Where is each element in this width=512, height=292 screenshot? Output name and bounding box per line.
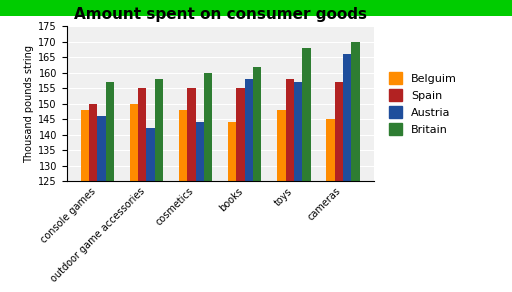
Bar [228, 122, 237, 292]
Bar [237, 88, 245, 292]
Bar [89, 104, 97, 292]
Bar [245, 79, 253, 292]
Bar [187, 88, 196, 292]
Bar [335, 82, 343, 292]
Bar [97, 116, 105, 292]
Bar [80, 110, 89, 292]
Bar [130, 104, 138, 292]
Bar [155, 79, 163, 292]
Bar [277, 110, 286, 292]
Bar [196, 122, 204, 292]
Legend: Belguim, Spain, Austria, Britain: Belguim, Spain, Austria, Britain [386, 69, 460, 138]
Bar [179, 110, 187, 292]
Bar [302, 48, 311, 292]
Bar [105, 82, 114, 292]
Bar [294, 82, 302, 292]
Title: Amount spent on consumer goods: Amount spent on consumer goods [74, 7, 367, 22]
Bar [204, 73, 212, 292]
Bar [351, 42, 360, 292]
Bar [253, 67, 262, 292]
Bar [343, 54, 351, 292]
Bar [146, 128, 155, 292]
Bar [138, 88, 146, 292]
Y-axis label: Thousand pounds string: Thousand pounds string [24, 45, 34, 163]
Bar [286, 79, 294, 292]
Bar [326, 119, 335, 292]
